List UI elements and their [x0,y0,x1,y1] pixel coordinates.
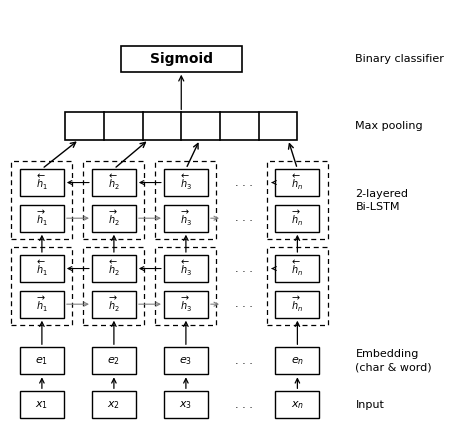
Bar [275,169,319,196]
Bar [20,205,64,232]
Text: $\overleftarrow{h}_{2}$: $\overleftarrow{h}_{2}$ [108,173,120,192]
Bar [92,255,136,282]
Bar [275,291,319,318]
Text: $e_{3}$: $e_{3}$ [179,355,192,367]
Text: $\overleftarrow{h}_{n}$: $\overleftarrow{h}_{n}$ [292,259,303,278]
Text: Input: Input [356,400,384,410]
Bar [121,46,242,72]
Text: $\overrightarrow{h}_{1}$: $\overrightarrow{h}_{1}$ [36,208,48,228]
Text: $\overrightarrow{h}_{n}$: $\overrightarrow{h}_{n}$ [292,208,303,228]
Bar [83,247,144,325]
Bar [164,255,208,282]
Bar [164,391,208,419]
Text: . . .: . . . [235,178,253,187]
Bar [65,112,297,140]
Bar [20,291,64,318]
Bar [164,169,208,196]
Bar [164,205,208,232]
Bar [275,391,319,419]
Bar [275,255,319,282]
Bar [267,247,328,325]
Bar [92,347,136,374]
Text: $\overrightarrow{h}_{n}$: $\overrightarrow{h}_{n}$ [292,294,303,314]
Bar [92,169,136,196]
Text: $\overrightarrow{h}_{3}$: $\overrightarrow{h}_{3}$ [180,208,192,228]
Bar [92,291,136,318]
Bar [275,205,319,232]
Bar [92,391,136,419]
Text: . . .: . . . [235,299,253,309]
Bar [20,391,64,419]
Text: $\overleftarrow{h}_{3}$: $\overleftarrow{h}_{3}$ [180,259,192,278]
Text: . . .: . . . [235,213,253,223]
Text: . . .: . . . [235,356,253,366]
Text: $\overleftarrow{h}_{1}$: $\overleftarrow{h}_{1}$ [36,259,48,278]
Text: $e_{2}$: $e_{2}$ [108,355,120,367]
Text: . . .: . . . [235,400,253,410]
Bar [11,247,73,325]
Bar [164,347,208,374]
Text: $\overrightarrow{h}_{2}$: $\overrightarrow{h}_{2}$ [108,294,120,314]
Bar [155,247,216,325]
Text: $\overrightarrow{h}_{2}$: $\overrightarrow{h}_{2}$ [108,208,120,228]
Text: Max pooling: Max pooling [356,121,423,131]
Bar [275,347,319,374]
Text: Binary classifier: Binary classifier [356,54,444,64]
Text: Embedding
(char & word): Embedding (char & word) [356,349,432,372]
Text: $x_{2}$: $x_{2}$ [108,399,120,411]
Bar [20,255,64,282]
Text: $e_{n}$: $e_{n}$ [291,355,304,367]
Bar [92,205,136,232]
Text: . . .: . . . [235,264,253,273]
Bar [267,161,328,239]
Bar [20,169,64,196]
Bar [20,347,64,374]
Text: $\overrightarrow{h}_{3}$: $\overrightarrow{h}_{3}$ [180,294,192,314]
Bar [83,161,144,239]
Text: $\overleftarrow{h}_{n}$: $\overleftarrow{h}_{n}$ [292,173,303,192]
Text: $\overrightarrow{h}_{1}$: $\overrightarrow{h}_{1}$ [36,294,48,314]
Text: $\overleftarrow{h}_{2}$: $\overleftarrow{h}_{2}$ [108,259,120,278]
Text: Sigmoid: Sigmoid [150,52,213,66]
Bar [164,291,208,318]
Text: $x_{n}$: $x_{n}$ [291,399,304,411]
Bar [11,161,73,239]
Text: $\overleftarrow{h}_{1}$: $\overleftarrow{h}_{1}$ [36,173,48,192]
Text: $x_{1}$: $x_{1}$ [36,399,48,411]
Text: 2-layered
Bi-LSTM: 2-layered Bi-LSTM [356,189,409,212]
Text: $\overleftarrow{h}_{3}$: $\overleftarrow{h}_{3}$ [180,173,192,192]
Bar [155,161,216,239]
Text: $e_{1}$: $e_{1}$ [36,355,48,367]
Text: $x_{3}$: $x_{3}$ [179,399,192,411]
